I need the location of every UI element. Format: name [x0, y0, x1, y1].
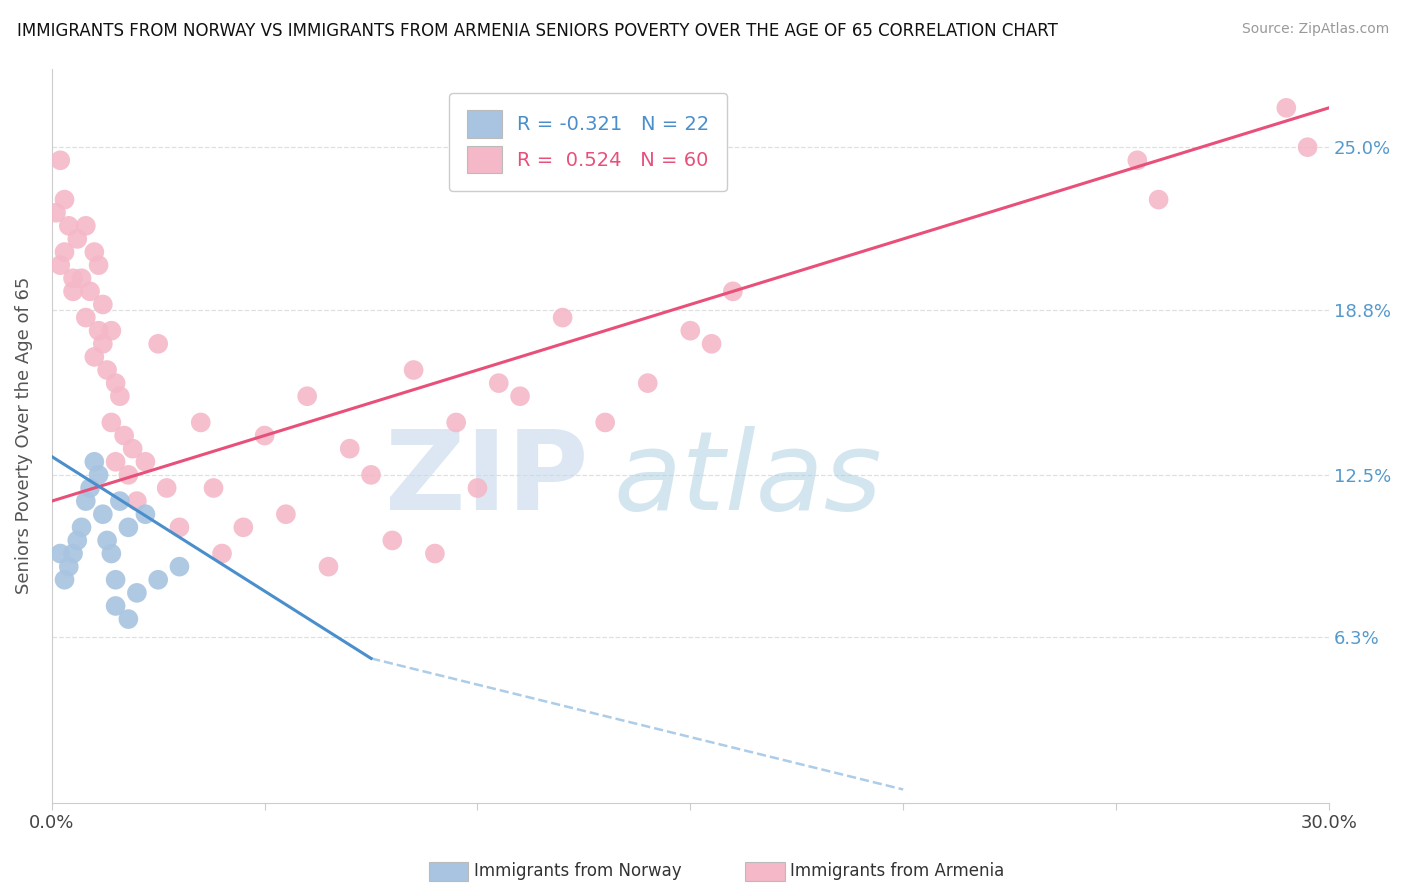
- Point: [700, 336, 723, 351]
- Legend: R = -0.321   N = 22, R =  0.524   N = 60: R = -0.321 N = 22, R = 0.524 N = 60: [450, 93, 727, 191]
- Point: [117, 520, 139, 534]
- Point: [83, 245, 105, 260]
- Point: [58, 559, 80, 574]
- Point: [58, 219, 80, 233]
- Point: [318, 559, 340, 574]
- Point: [202, 481, 225, 495]
- Point: [423, 547, 446, 561]
- Point: [169, 520, 191, 534]
- Point: [70, 520, 93, 534]
- Point: [117, 612, 139, 626]
- Point: [100, 416, 122, 430]
- Point: [62, 547, 84, 561]
- Point: [53, 245, 76, 260]
- Point: [87, 467, 110, 482]
- Point: [75, 310, 97, 325]
- Point: [190, 416, 212, 430]
- Point: [49, 547, 72, 561]
- Point: [83, 350, 105, 364]
- Point: [593, 416, 616, 430]
- Point: [148, 336, 170, 351]
- Point: [232, 520, 254, 534]
- Point: [1275, 101, 1298, 115]
- Text: ZIP: ZIP: [385, 426, 588, 533]
- Point: [381, 533, 404, 548]
- Point: [108, 494, 131, 508]
- Point: [148, 573, 170, 587]
- Point: [100, 547, 122, 561]
- Text: Source: ZipAtlas.com: Source: ZipAtlas.com: [1241, 22, 1389, 37]
- Point: [1296, 140, 1319, 154]
- Text: IMMIGRANTS FROM NORWAY VS IMMIGRANTS FROM ARMENIA SENIORS POVERTY OVER THE AGE O: IMMIGRANTS FROM NORWAY VS IMMIGRANTS FRO…: [17, 22, 1057, 40]
- Point: [87, 258, 110, 272]
- Text: Immigrants from Norway: Immigrants from Norway: [474, 863, 682, 880]
- Point: [360, 467, 382, 482]
- Point: [91, 336, 114, 351]
- Point: [467, 481, 489, 495]
- Point: [53, 573, 76, 587]
- Point: [125, 494, 148, 508]
- Point: [104, 599, 127, 613]
- Point: [108, 389, 131, 403]
- Point: [637, 376, 659, 391]
- Point: [125, 586, 148, 600]
- Point: [112, 428, 135, 442]
- Point: [100, 324, 122, 338]
- Point: [134, 507, 156, 521]
- Point: [49, 153, 72, 168]
- Point: [75, 494, 97, 508]
- Point: [91, 507, 114, 521]
- Point: [79, 481, 101, 495]
- Text: atlas: atlas: [613, 426, 883, 533]
- Point: [679, 324, 702, 338]
- Point: [79, 285, 101, 299]
- Point: [66, 533, 89, 548]
- Point: [274, 507, 297, 521]
- Point: [104, 573, 127, 587]
- Point: [402, 363, 425, 377]
- Point: [104, 455, 127, 469]
- Point: [53, 193, 76, 207]
- Point: [156, 481, 179, 495]
- Point: [253, 428, 276, 442]
- Point: [1126, 153, 1149, 168]
- Point: [96, 533, 118, 548]
- Point: [295, 389, 318, 403]
- Point: [1147, 193, 1170, 207]
- Point: [62, 285, 84, 299]
- Point: [87, 324, 110, 338]
- Point: [70, 271, 93, 285]
- Point: [721, 285, 744, 299]
- Point: [339, 442, 361, 456]
- Point: [444, 416, 467, 430]
- Point: [488, 376, 510, 391]
- Point: [66, 232, 89, 246]
- Text: Immigrants from Armenia: Immigrants from Armenia: [790, 863, 1004, 880]
- Point: [551, 310, 574, 325]
- Point: [45, 205, 67, 219]
- Point: [509, 389, 531, 403]
- Point: [169, 559, 191, 574]
- Point: [83, 455, 105, 469]
- Point: [121, 442, 143, 456]
- Point: [117, 467, 139, 482]
- Y-axis label: Seniors Poverty Over the Age of 65: Seniors Poverty Over the Age of 65: [15, 277, 32, 594]
- Point: [91, 297, 114, 311]
- Point: [104, 376, 127, 391]
- Point: [62, 271, 84, 285]
- Point: [211, 547, 233, 561]
- Point: [96, 363, 118, 377]
- Point: [75, 219, 97, 233]
- Point: [49, 258, 72, 272]
- Point: [134, 455, 156, 469]
